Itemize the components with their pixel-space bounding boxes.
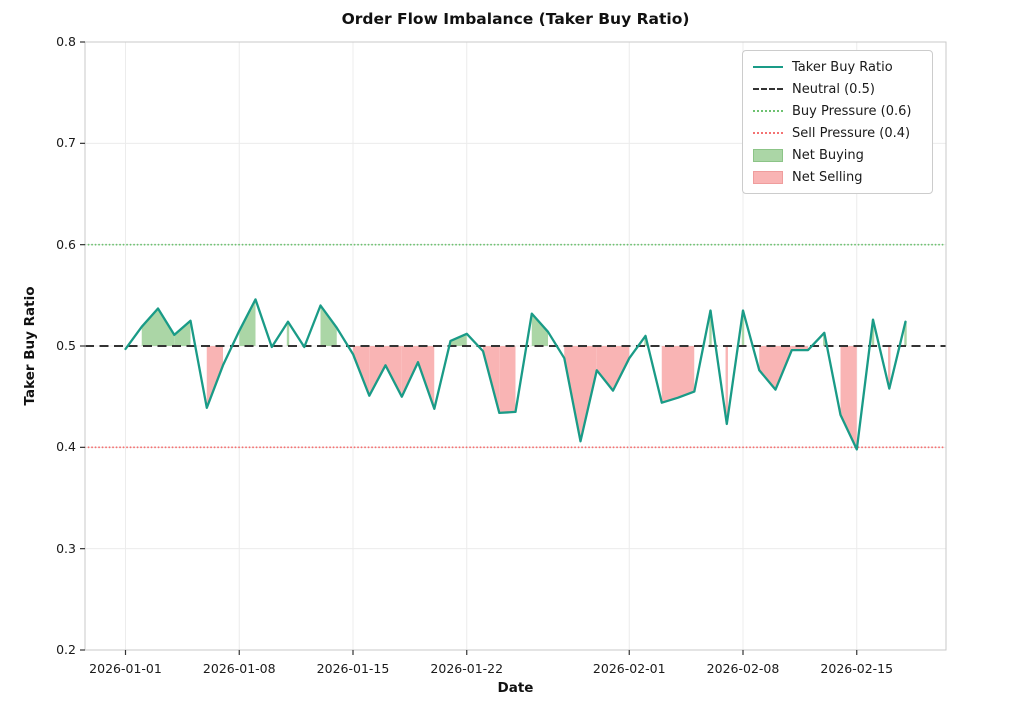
red-patch-swatch-icon <box>753 170 783 184</box>
x-tick-label: 2026-01-08 <box>202 661 276 676</box>
y-tick-label: 0.7 <box>56 135 76 151</box>
net-selling-fill <box>418 346 435 409</box>
x-tick-label: 2026-01-01 <box>89 661 162 676</box>
legend-item-taker-buy-ratio: Taker Buy Ratio <box>753 56 924 78</box>
net-selling-fill <box>206 346 223 408</box>
x-tick-label: 2026-02-15 <box>820 661 894 676</box>
net-buying-fill <box>450 333 467 346</box>
net-selling-fill-sliver <box>725 346 728 425</box>
net-buying-fill <box>158 308 175 346</box>
legend-label: Net Selling <box>792 169 863 185</box>
net-buying-fill-sliver <box>286 321 290 346</box>
legend-label: Net Buying <box>792 147 864 163</box>
legend: Taker Buy Ratio Neutral (0.5) Buy Pressu… <box>742 50 933 194</box>
net-buying-fill <box>531 313 548 346</box>
legend-item-buy-pressure: Buy Pressure (0.6) <box>753 100 924 122</box>
legend-item-net-selling: Net Selling <box>753 166 924 188</box>
net-selling-fill <box>580 346 597 442</box>
y-tick-label: 0.5 <box>56 338 76 353</box>
net-selling-fill <box>499 346 516 413</box>
net-selling-fill <box>678 346 695 398</box>
x-tick-label: 2026-02-01 <box>592 661 666 676</box>
net-selling-fill <box>613 346 630 391</box>
net-buying-fill <box>320 305 337 346</box>
y-tick-label: 0.8 <box>56 34 76 49</box>
net-selling-fill <box>596 346 613 391</box>
dashed-line-swatch-icon <box>753 88 783 90</box>
net-selling-fill <box>401 346 418 397</box>
x-tick-label: 2026-01-22 <box>430 661 504 676</box>
net-selling-fill <box>369 346 386 396</box>
dotted-red-line-swatch-icon <box>753 132 783 134</box>
legend-item-net-buying: Net Buying <box>753 144 924 166</box>
net-buying-fill <box>239 299 256 346</box>
y-tick-label: 0.6 <box>56 236 76 252</box>
x-tick-label: 2026-01-15 <box>316 661 390 676</box>
net-selling-fill <box>661 346 678 403</box>
net-selling-fill <box>385 346 402 397</box>
legend-label: Buy Pressure (0.6) <box>792 103 912 119</box>
net-selling-fill <box>759 346 776 390</box>
y-tick-label: 0.2 <box>56 642 76 657</box>
net-selling-fill-sliver <box>888 346 891 389</box>
legend-item-neutral: Neutral (0.5) <box>753 78 924 100</box>
legend-label: Neutral (0.5) <box>792 81 875 97</box>
x-axis-label: Date <box>497 680 534 696</box>
y-tick-label: 0.4 <box>56 439 76 455</box>
taker-buy-ratio-line <box>124 298 907 451</box>
chart-title: Order Flow Imbalance (Taker Buy Ratio) <box>341 10 690 28</box>
net-buying-fill <box>141 308 158 346</box>
y-tick-label: 0.3 <box>56 540 76 556</box>
x-tick-label: 2026-02-08 <box>706 661 780 676</box>
legend-label: Sell Pressure (0.4) <box>792 125 911 141</box>
green-patch-swatch-icon <box>753 148 783 162</box>
net-buying-fill <box>174 320 191 346</box>
legend-item-sell-pressure: Sell Pressure (0.4) <box>753 122 924 144</box>
line-swatch-icon <box>753 66 783 68</box>
legend-label: Taker Buy Ratio <box>792 59 893 75</box>
dotted-green-line-swatch-icon <box>753 110 783 112</box>
